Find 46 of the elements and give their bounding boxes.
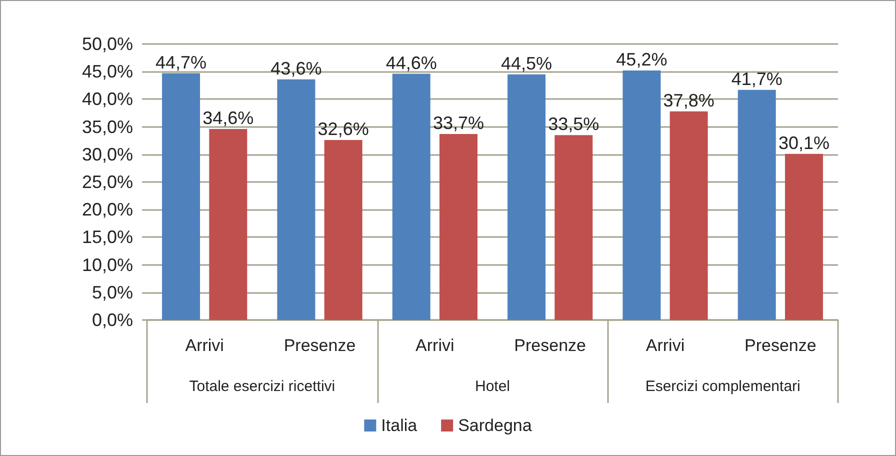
data-label: 33,5%: [548, 114, 600, 134]
text: Hotel: [474, 378, 510, 395]
data-label: 44,7%: [156, 52, 207, 72]
x-tick-label: Arrivi: [185, 336, 224, 355]
data-label: 33,7%: [432, 112, 484, 133]
bar: [209, 129, 248, 320]
x-tick-label: Presenze: [744, 336, 816, 355]
bar: [324, 140, 362, 320]
y-tick-label: 10,0%: [82, 254, 133, 275]
bar: [554, 135, 593, 320]
y-tick-label: 30,0%: [82, 144, 133, 164]
data-label: 34,6%: [202, 108, 254, 128]
data-label: 44,5%: [501, 53, 552, 74]
data-label: 37,8%: [663, 90, 714, 110]
y-tick-label: 25,0%: [82, 172, 133, 192]
x-tick-label: Presenze: [514, 336, 586, 355]
data-label: 32,6%: [318, 119, 369, 140]
bar: [508, 74, 546, 320]
data-label: 45,2%: [616, 49, 668, 70]
bar: [670, 111, 708, 320]
y-tick-label: 35,0%: [82, 116, 133, 137]
y-tick-label: 15,0%: [82, 227, 133, 248]
data-label: 30,1%: [778, 132, 830, 153]
bar: [162, 73, 200, 320]
text: Totale esercizi ricettivi: [189, 378, 336, 395]
x-tick-label: Presenze: [284, 336, 356, 355]
legend-label: Italia: [381, 416, 418, 435]
y-tick-label: 20,0%: [82, 200, 133, 220]
x-tick-label: Arrivi: [646, 336, 685, 355]
data-label: 43,6%: [270, 58, 322, 78]
y-tick-label: 50,0%: [82, 34, 133, 54]
legend-label: Sardegna: [458, 416, 532, 435]
y-tick-label: 45,0%: [82, 62, 133, 82]
data-label: 44,6%: [386, 52, 437, 73]
bar: [784, 154, 823, 320]
bar: [277, 79, 316, 320]
bar: [392, 74, 430, 320]
y-tick-label: 0,0%: [92, 310, 133, 330]
y-tick-label: 5,0%: [92, 282, 133, 302]
data-label: 41,7%: [731, 68, 782, 89]
bar: [439, 134, 478, 320]
bar: [622, 70, 661, 320]
text: Esercizi complementari: [645, 378, 800, 395]
bar: [738, 90, 776, 320]
y-tick-label: 40,0%: [82, 89, 133, 110]
x-tick-label: Arrivi: [416, 336, 454, 355]
